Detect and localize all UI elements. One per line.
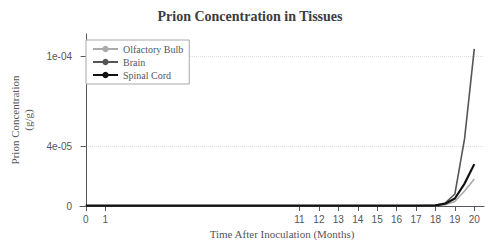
svg-text:Spinal Cord: Spinal Cord xyxy=(123,70,171,81)
svg-text:0: 0 xyxy=(83,214,89,225)
svg-text:Prion Concentration in Tissues: Prion Concentration in Tissues xyxy=(157,9,343,24)
svg-text:1e-04: 1e-04 xyxy=(46,51,72,62)
svg-text:4e-05: 4e-05 xyxy=(46,141,72,152)
svg-text:18: 18 xyxy=(430,214,442,225)
svg-text:20: 20 xyxy=(469,214,481,225)
svg-text:1: 1 xyxy=(102,214,108,225)
svg-text:Time After Inoculation (Months: Time After Inoculation (Months) xyxy=(210,228,355,241)
svg-text:19: 19 xyxy=(449,214,461,225)
svg-text:11: 11 xyxy=(294,214,305,225)
svg-text:Prion Concentration: Prion Concentration xyxy=(9,75,21,164)
svg-text:0: 0 xyxy=(66,201,72,212)
svg-text:16: 16 xyxy=(391,214,403,225)
svg-text:Brain: Brain xyxy=(123,57,145,68)
svg-text:14: 14 xyxy=(352,214,364,225)
svg-text:17: 17 xyxy=(410,214,422,225)
svg-text:(g/g): (g/g) xyxy=(22,109,35,131)
svg-text:13: 13 xyxy=(333,214,345,225)
svg-text:12: 12 xyxy=(313,214,325,225)
svg-text:15: 15 xyxy=(372,214,384,225)
svg-text:Olfactory Bulb: Olfactory Bulb xyxy=(123,44,183,55)
